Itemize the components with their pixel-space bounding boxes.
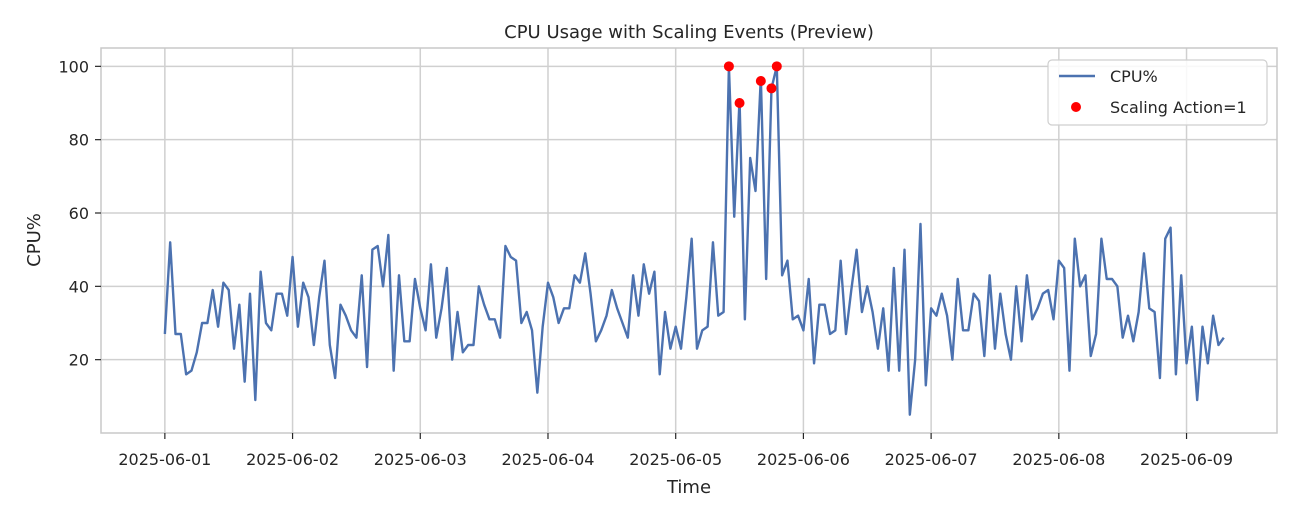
legend: CPU% Scaling Action=1 xyxy=(1047,59,1268,126)
x-tick-label: 2025-06-06 xyxy=(757,450,850,469)
scaling-event-point xyxy=(734,98,745,108)
plot-frame xyxy=(100,47,1278,434)
cpu-series-line xyxy=(163,65,1225,416)
y-tick-label: 40 xyxy=(69,277,89,296)
legend-label-scaling: Scaling Action=1 xyxy=(1110,98,1247,117)
x-tick-label: 2025-06-08 xyxy=(1012,450,1105,469)
x-tick-label: 2025-06-05 xyxy=(629,450,722,469)
x-tick-label: 2025-06-01 xyxy=(118,450,211,469)
y-tick-label: 20 xyxy=(69,351,89,370)
x-tick-label: 2025-06-04 xyxy=(501,450,594,469)
scaling-event-point xyxy=(723,61,734,72)
axis-ticks: 2025-06-01 2025-06-02 2025-06-03 2025-06-04… xyxy=(58,57,1233,469)
x-tick-label: 2025-06-03 xyxy=(374,450,467,469)
y-tick-label: 80 xyxy=(69,131,89,150)
x-tick-label: 2025-06-02 xyxy=(246,450,339,469)
legend-label-cpu: CPU% xyxy=(1110,67,1158,86)
y-tick-label: 60 xyxy=(69,204,89,223)
legend-box xyxy=(1047,59,1268,126)
x-axis-label: Time xyxy=(666,477,711,498)
scaling-event-point xyxy=(755,76,766,86)
scaling-event-point xyxy=(766,83,777,94)
legend-marker-swatch xyxy=(1071,102,1081,112)
y-tick-label: 100 xyxy=(58,57,89,76)
x-tick-label: 2025-06-07 xyxy=(885,450,978,469)
chart-title: CPU Usage with Scaling Events (Preview) xyxy=(504,22,874,43)
scaling-event-point xyxy=(771,61,782,72)
plot-area xyxy=(163,61,1225,416)
y-axis-label: CPU% xyxy=(24,213,45,267)
x-tick-label: 2025-06-09 xyxy=(1140,450,1233,469)
